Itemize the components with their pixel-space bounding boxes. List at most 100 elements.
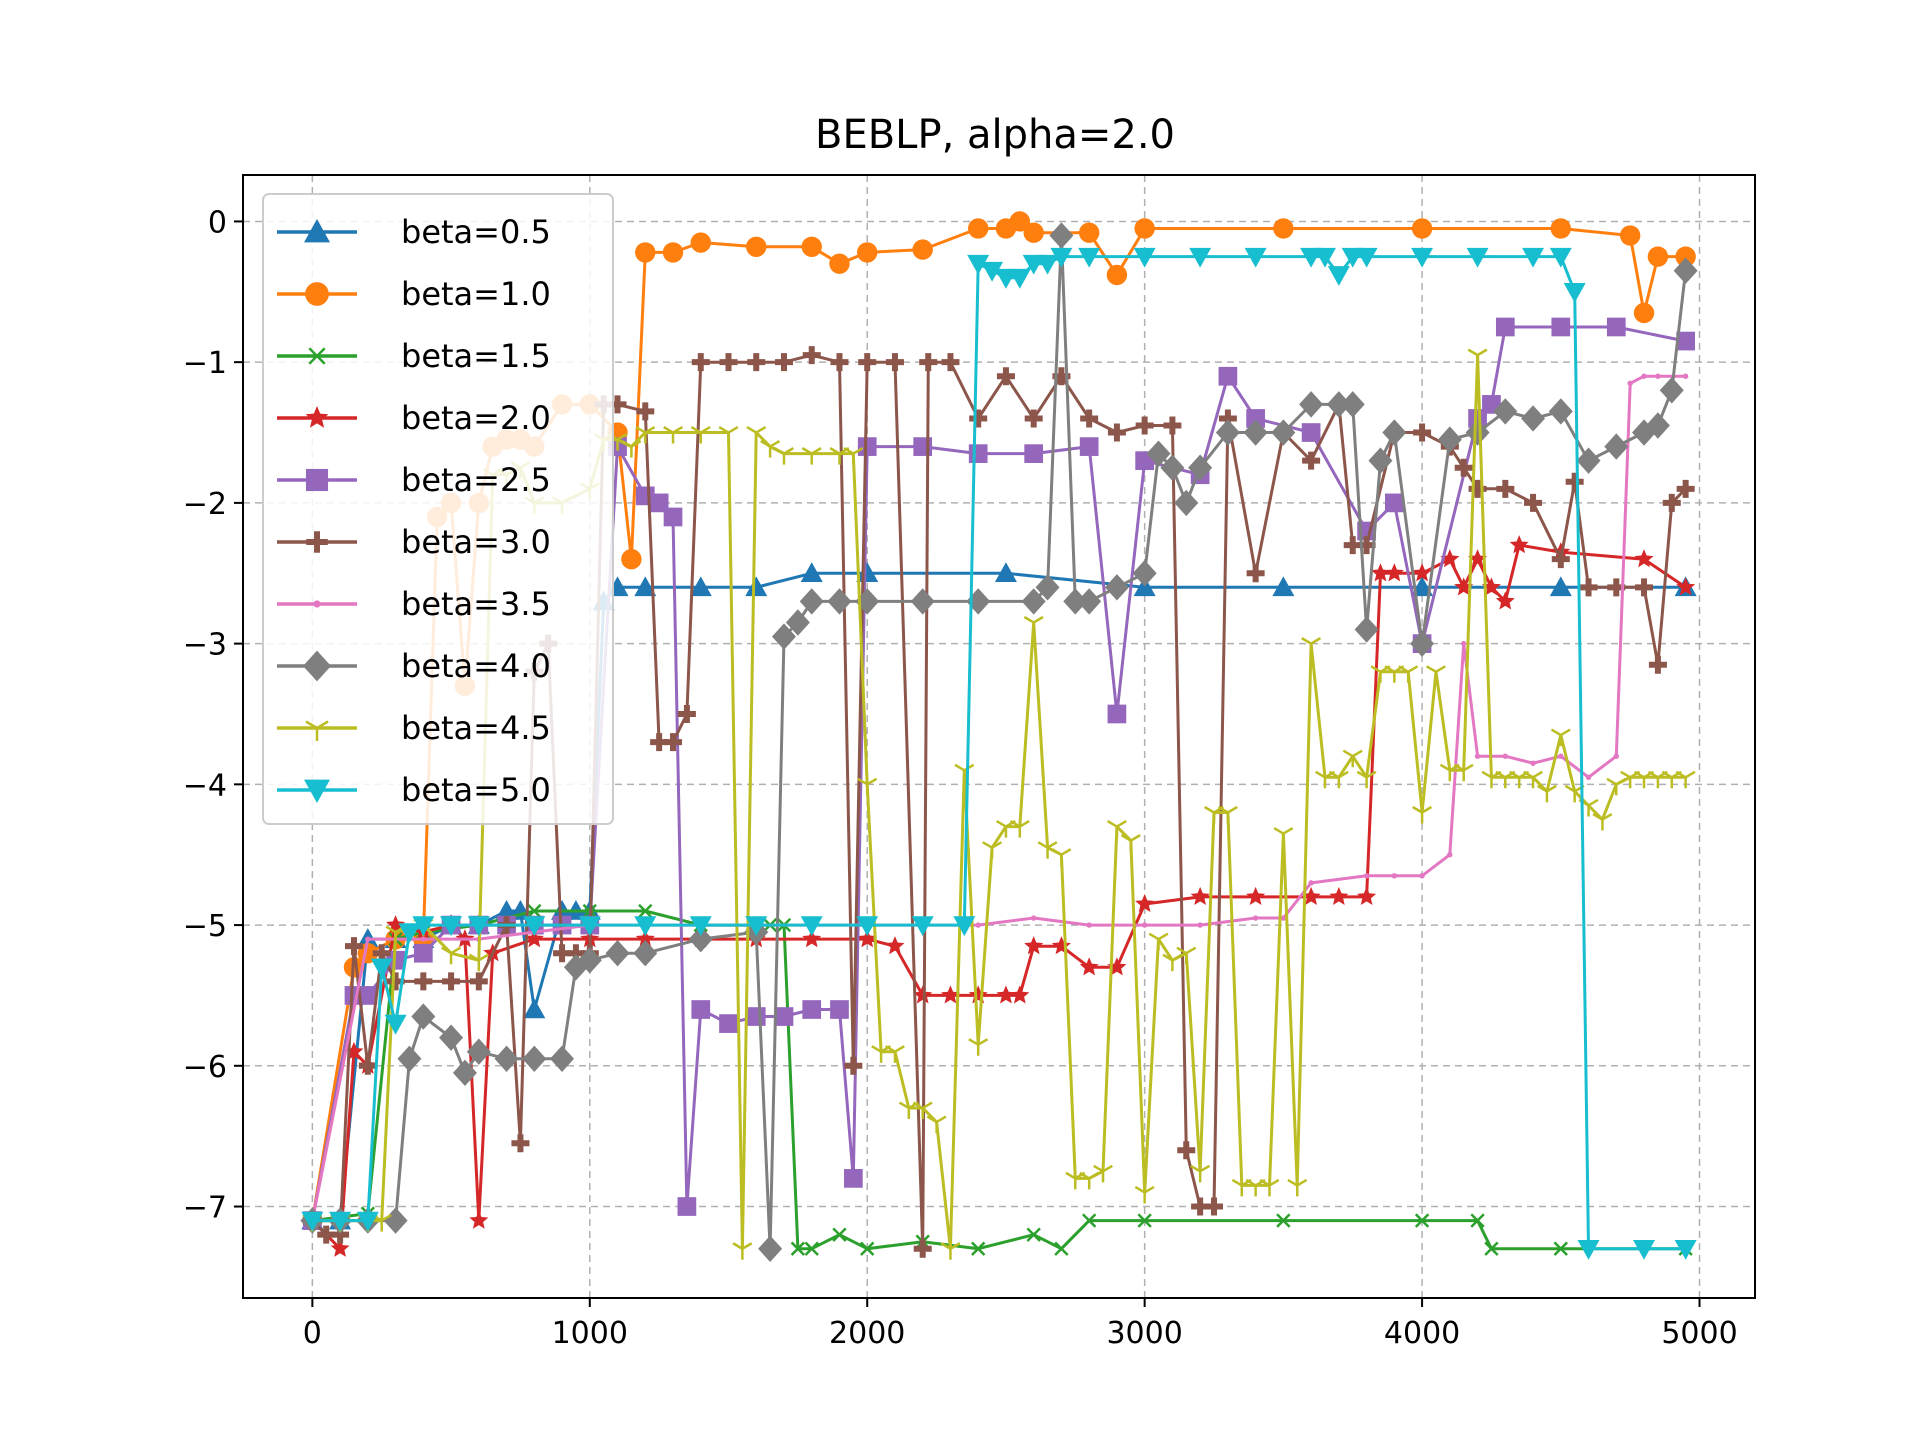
data-point — [719, 1014, 738, 1033]
data-point — [1080, 409, 1099, 428]
data-point — [1081, 1213, 1097, 1228]
data-point — [1357, 886, 1377, 906]
data-point — [1313, 247, 1336, 268]
legend-label: beta=3.5 — [401, 585, 551, 623]
data-point — [1484, 1241, 1499, 1256]
data-point — [1148, 932, 1169, 951]
y-tick-label: −5 — [183, 909, 227, 944]
data-point — [1287, 1178, 1308, 1197]
data-point — [1135, 416, 1154, 435]
data-point — [1246, 564, 1265, 583]
x-tick-label: 0 — [303, 1316, 322, 1351]
data-point — [802, 346, 821, 365]
data-point — [1355, 247, 1378, 268]
data-point — [440, 916, 463, 937]
data-point — [1134, 1185, 1155, 1204]
data-point — [844, 1056, 863, 1075]
data-point — [746, 425, 767, 444]
data-point — [1037, 841, 1058, 859]
legend-marker — [303, 650, 331, 682]
data-point — [1368, 447, 1393, 474]
data-point — [774, 353, 793, 372]
data-point — [843, 1169, 863, 1188]
data-point — [1280, 915, 1287, 921]
data-point — [301, 1211, 324, 1232]
data-point — [578, 916, 601, 937]
data-point — [829, 253, 850, 274]
data-point — [1382, 419, 1407, 446]
data-point — [1613, 753, 1619, 759]
data-point — [1341, 247, 1364, 268]
data-point — [758, 1235, 783, 1262]
legend-marker — [305, 282, 329, 306]
data-point — [1634, 549, 1654, 568]
data-point — [1107, 704, 1127, 724]
data-point — [1205, 1197, 1224, 1216]
data-point — [1453, 763, 1474, 782]
data-point — [1023, 222, 1044, 243]
data-point — [1549, 576, 1572, 597]
data-point — [1662, 493, 1681, 512]
legend-label: beta=5.0 — [401, 771, 551, 809]
data-point — [1384, 563, 1404, 582]
data-point — [1276, 1213, 1291, 1228]
data-point — [860, 1241, 875, 1256]
data-point — [1024, 444, 1044, 463]
data-point — [1447, 852, 1453, 858]
data-point — [413, 943, 433, 963]
legend-item: beta=2.0 — [277, 399, 551, 437]
legend-marker — [305, 406, 329, 428]
data-point — [1141, 922, 1148, 928]
data-point — [621, 440, 642, 458]
data-point — [1502, 753, 1509, 759]
data-point — [411, 1003, 436, 1030]
data-point — [857, 437, 877, 456]
data-point — [1328, 770, 1349, 789]
data-point — [913, 985, 933, 1004]
data-point — [330, 1238, 350, 1257]
legend-label: beta=4.5 — [401, 709, 551, 747]
data-point — [1104, 574, 1129, 601]
data-point — [441, 946, 462, 965]
data-point — [732, 1242, 753, 1260]
data-point — [365, 936, 371, 942]
data-point — [1243, 419, 1268, 446]
data-point — [1437, 426, 1462, 453]
data-point — [1467, 348, 1488, 367]
data-point — [1120, 834, 1141, 852]
data-point — [344, 937, 363, 956]
data-point — [1177, 1141, 1196, 1160]
data-point — [953, 916, 976, 937]
legend-item: beta=2.5 — [277, 461, 551, 499]
data-point — [1419, 873, 1425, 879]
data-point — [1550, 728, 1571, 747]
data-point — [1023, 615, 1044, 634]
data-point — [785, 609, 810, 636]
legend-marker — [304, 779, 330, 803]
data-point — [677, 704, 696, 723]
data-point — [1272, 576, 1295, 597]
data-point — [466, 1038, 491, 1065]
data-point — [1340, 391, 1365, 418]
data-point — [982, 841, 1003, 859]
data-point — [941, 353, 960, 372]
y-tick-label: −1 — [183, 346, 227, 381]
data-point — [1606, 317, 1626, 337]
data-point — [1633, 302, 1655, 324]
y-tick-label: −4 — [183, 768, 227, 803]
data-point — [1054, 1241, 1069, 1256]
data-point — [664, 733, 683, 752]
data-point — [1326, 391, 1351, 418]
data-point — [1356, 770, 1377, 789]
data-point — [745, 916, 768, 937]
data-point — [802, 929, 822, 948]
data-point — [996, 367, 1015, 386]
data-point — [967, 254, 990, 275]
data-point — [1565, 472, 1584, 491]
legend-item: beta=3.5 — [277, 585, 551, 623]
data-point — [1162, 953, 1183, 972]
legend-marker — [306, 531, 328, 553]
y-tick-label: −6 — [183, 1050, 227, 1085]
data-point — [688, 925, 713, 953]
data-point — [1244, 247, 1267, 268]
